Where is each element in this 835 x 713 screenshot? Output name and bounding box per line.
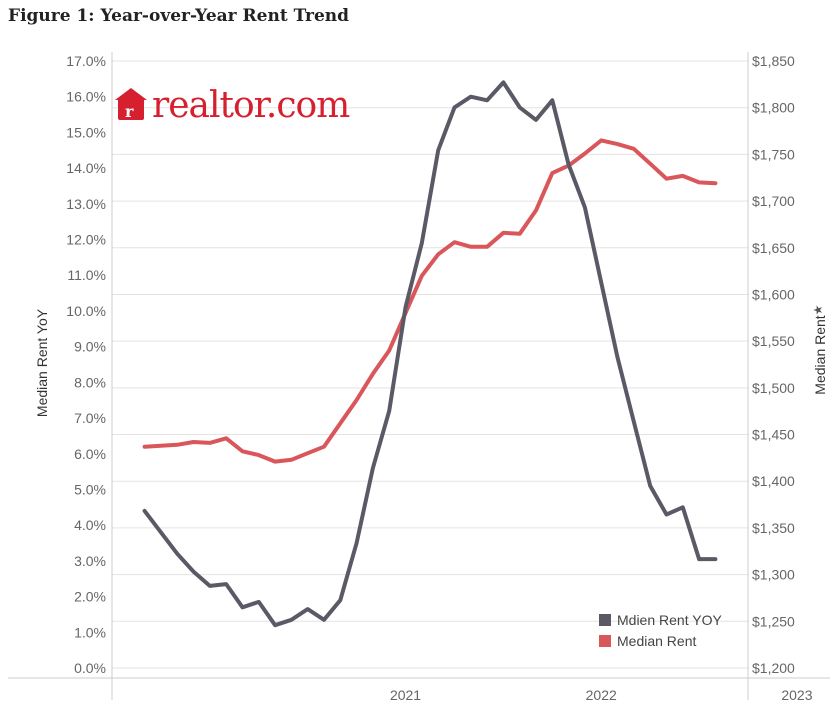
- y-axis-right-title: Median Rent: [812, 315, 828, 394]
- svg-text:r: r: [125, 102, 134, 121]
- logo-house-icon: [118, 98, 144, 120]
- left-tick-label: 11.0%: [67, 267, 106, 283]
- x-axis-ticks: 2021 2022 2023: [390, 687, 813, 703]
- right-axis-ticks: $1,200 $1,250 $1,300 $1,350 $1,400 $1,450 $1,5…: [752, 53, 795, 676]
- right-tick-label: $1,500: [752, 380, 795, 396]
- right-tick-label: $1,650: [752, 240, 795, 256]
- legend: Mdien Rent YOY Median Rent: [599, 612, 722, 649]
- x-tick-label: 2022: [586, 687, 617, 703]
- left-tick-label: 17.0%: [66, 53, 106, 69]
- right-tick-label: $1,800: [752, 100, 795, 116]
- left-tick-label: 0.0%: [74, 660, 106, 676]
- left-axis-ticks: 0.0% 1.0% 2.0% 3.0% 4.0% 5.0% 6.0% 7.0% 8.0% 9.0%…: [66, 53, 106, 676]
- right-tick-label: $1,250: [752, 613, 795, 629]
- series-line-yoy: [142, 80, 718, 628]
- realtor-logo: r realtor.com: [115, 85, 351, 126]
- left-tick-label: 16.0%: [66, 89, 106, 105]
- right-tick-label: $1,550: [752, 333, 795, 349]
- right-tick-label: $1,300: [752, 567, 795, 583]
- left-tick-label: 14.0%: [66, 160, 106, 176]
- left-tick-label: 6.0%: [74, 446, 106, 462]
- y-axis-left-title: Median Rent YoY: [34, 308, 50, 417]
- left-tick-label: 2.0%: [74, 589, 106, 605]
- axes: [8, 52, 830, 700]
- figure-title: Figure 1: Year-over-Year Rent Trend: [8, 6, 350, 26]
- left-tick-label: 10.0%: [66, 303, 106, 319]
- right-tick-label: $1,450: [752, 427, 795, 443]
- right-tick-label: $1,400: [752, 473, 795, 489]
- x-tick-label: 2023: [781, 687, 812, 703]
- logo-wordmark: realtor.com: [152, 85, 350, 126]
- left-tick-label: 1.0%: [74, 624, 106, 640]
- legend-swatch-yoy: [599, 614, 611, 626]
- left-tick-label: 13.0%: [66, 196, 106, 212]
- right-tick-label: $1,850: [752, 53, 795, 69]
- right-tick-label: $1,700: [752, 193, 795, 209]
- left-tick-label: 15.0%: [66, 124, 106, 140]
- legend-label-yoy: Mdien Rent YOY: [617, 612, 722, 628]
- right-axis-title-marker-icon: ★: [811, 305, 825, 316]
- left-tick-label: 12.0%: [66, 232, 106, 248]
- legend-swatch-rent: [599, 635, 611, 647]
- left-tick-label: 9.0%: [74, 339, 106, 355]
- series-lines: [142, 80, 718, 628]
- gridlines: [112, 60, 748, 669]
- left-tick-label: 3.0%: [74, 553, 106, 569]
- left-tick-label: 4.0%: [74, 517, 106, 533]
- left-tick-label: 8.0%: [74, 374, 106, 390]
- right-tick-label: $1,200: [752, 660, 795, 676]
- right-tick-label: $1,350: [752, 520, 795, 536]
- left-tick-label: 5.0%: [74, 481, 106, 497]
- legend-label-rent: Median Rent: [617, 633, 696, 649]
- right-tick-label: $1,750: [752, 146, 795, 162]
- left-tick-label: 7.0%: [74, 410, 106, 426]
- series-line-median-rent: [142, 138, 718, 464]
- x-tick-label: 2021: [390, 687, 421, 703]
- right-tick-label: $1,600: [752, 286, 795, 302]
